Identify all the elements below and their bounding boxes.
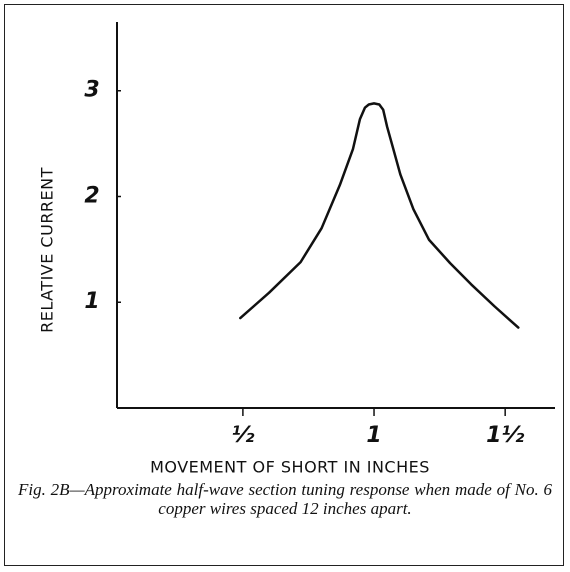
x-tick-label: 1½ bbox=[486, 423, 524, 448]
frame bbox=[4, 4, 564, 566]
x-axis-label: MOVEMENT OF SHORT IN INCHES bbox=[150, 458, 430, 477]
y-tick-label: 3 bbox=[84, 78, 99, 103]
caption: Fig. 2B—Approximate half-wave section tu… bbox=[18, 480, 552, 518]
y-tick-label: 1 bbox=[84, 289, 99, 314]
x-tick-label: ½ bbox=[232, 423, 255, 448]
y-axis-label: RELATIVE CURRENT bbox=[38, 167, 57, 333]
chart: RELATIVE CURRENT MOVEMENT OF SHORT IN IN… bbox=[38, 22, 555, 477]
y-tick-label: 2 bbox=[84, 183, 99, 208]
x-tick-label: 1 bbox=[366, 423, 381, 448]
curve bbox=[239, 102, 520, 329]
